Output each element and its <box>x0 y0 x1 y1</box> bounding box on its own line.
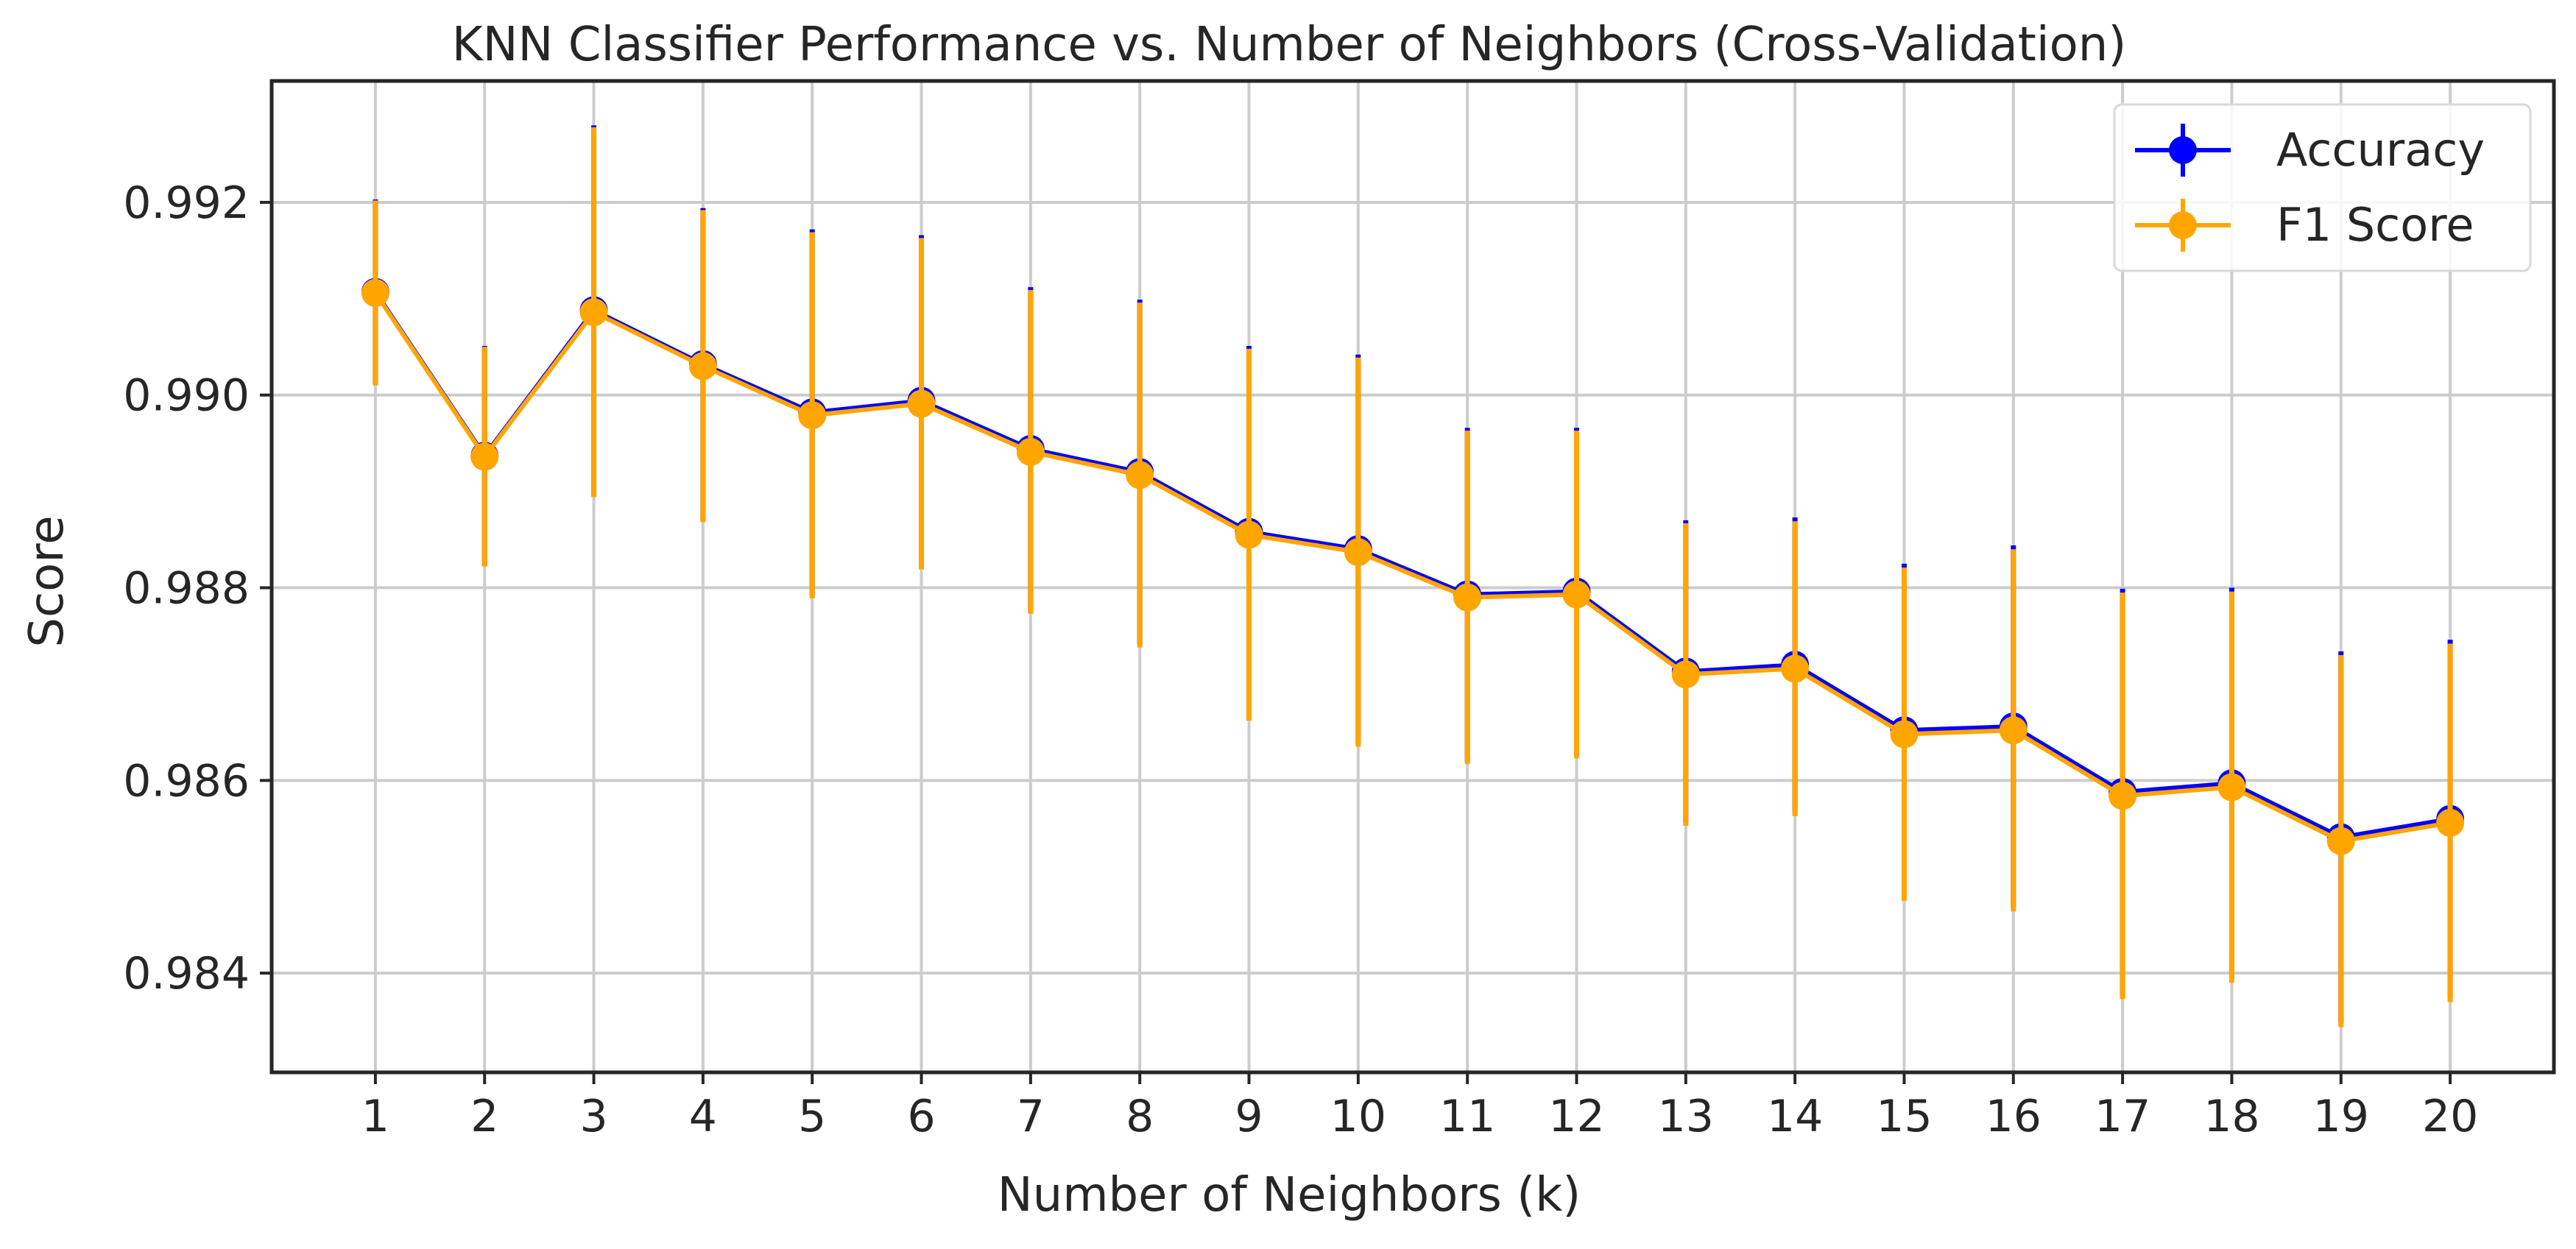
data-point <box>688 352 717 381</box>
legend-label: Accuracy <box>2276 123 2485 177</box>
data-point <box>1453 583 1482 612</box>
data-point <box>1562 580 1591 609</box>
x-tick-label: 20 <box>2422 1091 2478 1142</box>
x-tick-label: 4 <box>689 1091 717 1142</box>
x-tick-label: 19 <box>2313 1091 2369 1142</box>
x-tick-label: 13 <box>1658 1091 1714 1142</box>
data-point <box>1781 654 1810 683</box>
data-point <box>1235 520 1263 549</box>
y-tick-label: 0.990 <box>123 370 250 422</box>
x-tick-label: 14 <box>1767 1091 1823 1142</box>
x-tick-label: 7 <box>1017 1091 1045 1142</box>
x-tick-label: 12 <box>1548 1091 1604 1142</box>
x-tick-label: 17 <box>2095 1091 2150 1142</box>
ticks: 1 2 3 4 5 6 7 8 9 10 11 12 13 14 15 16 17 18 19 200.9840.98… <box>123 177 2478 1142</box>
data-point <box>2217 773 2246 802</box>
data-point <box>1999 716 2028 745</box>
x-tick-label: 6 <box>907 1091 935 1142</box>
plot-frame <box>269 79 2556 1075</box>
x-tick-label: 9 <box>1235 1091 1263 1142</box>
legend: Accuracy F1 Score <box>2113 103 2532 272</box>
series-line <box>373 291 2451 843</box>
x-tick-label: 16 <box>1986 1091 2042 1142</box>
y-tick-label: 0.986 <box>123 755 250 807</box>
x-tick-label: 2 <box>470 1091 498 1142</box>
y-tick-label: 0.988 <box>123 563 250 615</box>
chart-title: KNN Classifier Performance vs. Number of… <box>452 18 2127 72</box>
legend-marker <box>2169 211 2197 239</box>
y-tick-label: 0.984 <box>123 948 250 999</box>
data-point <box>1890 720 1919 749</box>
data-point <box>798 401 827 430</box>
data-point <box>361 278 389 307</box>
x-tick-label: 15 <box>1876 1091 1932 1142</box>
data-point <box>907 389 936 418</box>
series-line <box>373 291 2451 840</box>
x-tick-label: 10 <box>1330 1091 1386 1142</box>
x-tick-label: 11 <box>1439 1091 1495 1142</box>
data-point <box>579 298 608 327</box>
data-point <box>470 442 499 471</box>
x-tick-label: 5 <box>798 1091 826 1142</box>
data-point <box>1126 461 1154 489</box>
data-point <box>1671 660 1700 689</box>
series-layer <box>361 125 2465 1027</box>
x-tick-label: 1 <box>361 1091 389 1142</box>
y-tick-label: 0.992 <box>123 177 250 229</box>
x-tick-label: 3 <box>579 1091 607 1142</box>
legend-box <box>2113 103 2532 272</box>
y-axis-label: Score <box>20 515 74 647</box>
data-point <box>2326 827 2355 855</box>
data-point <box>2109 782 2137 810</box>
legend-label: F1 Score <box>2276 198 2474 252</box>
x-tick-label: 8 <box>1126 1091 1154 1142</box>
series-f1-score <box>361 127 2465 1027</box>
x-axis-label: Number of Neighbors (k) <box>998 1168 1581 1223</box>
legend-marker <box>2169 136 2197 164</box>
x-tick-label: 18 <box>2203 1091 2259 1142</box>
data-point <box>1344 538 1372 567</box>
data-point <box>2436 808 2465 837</box>
data-point <box>1016 437 1045 466</box>
